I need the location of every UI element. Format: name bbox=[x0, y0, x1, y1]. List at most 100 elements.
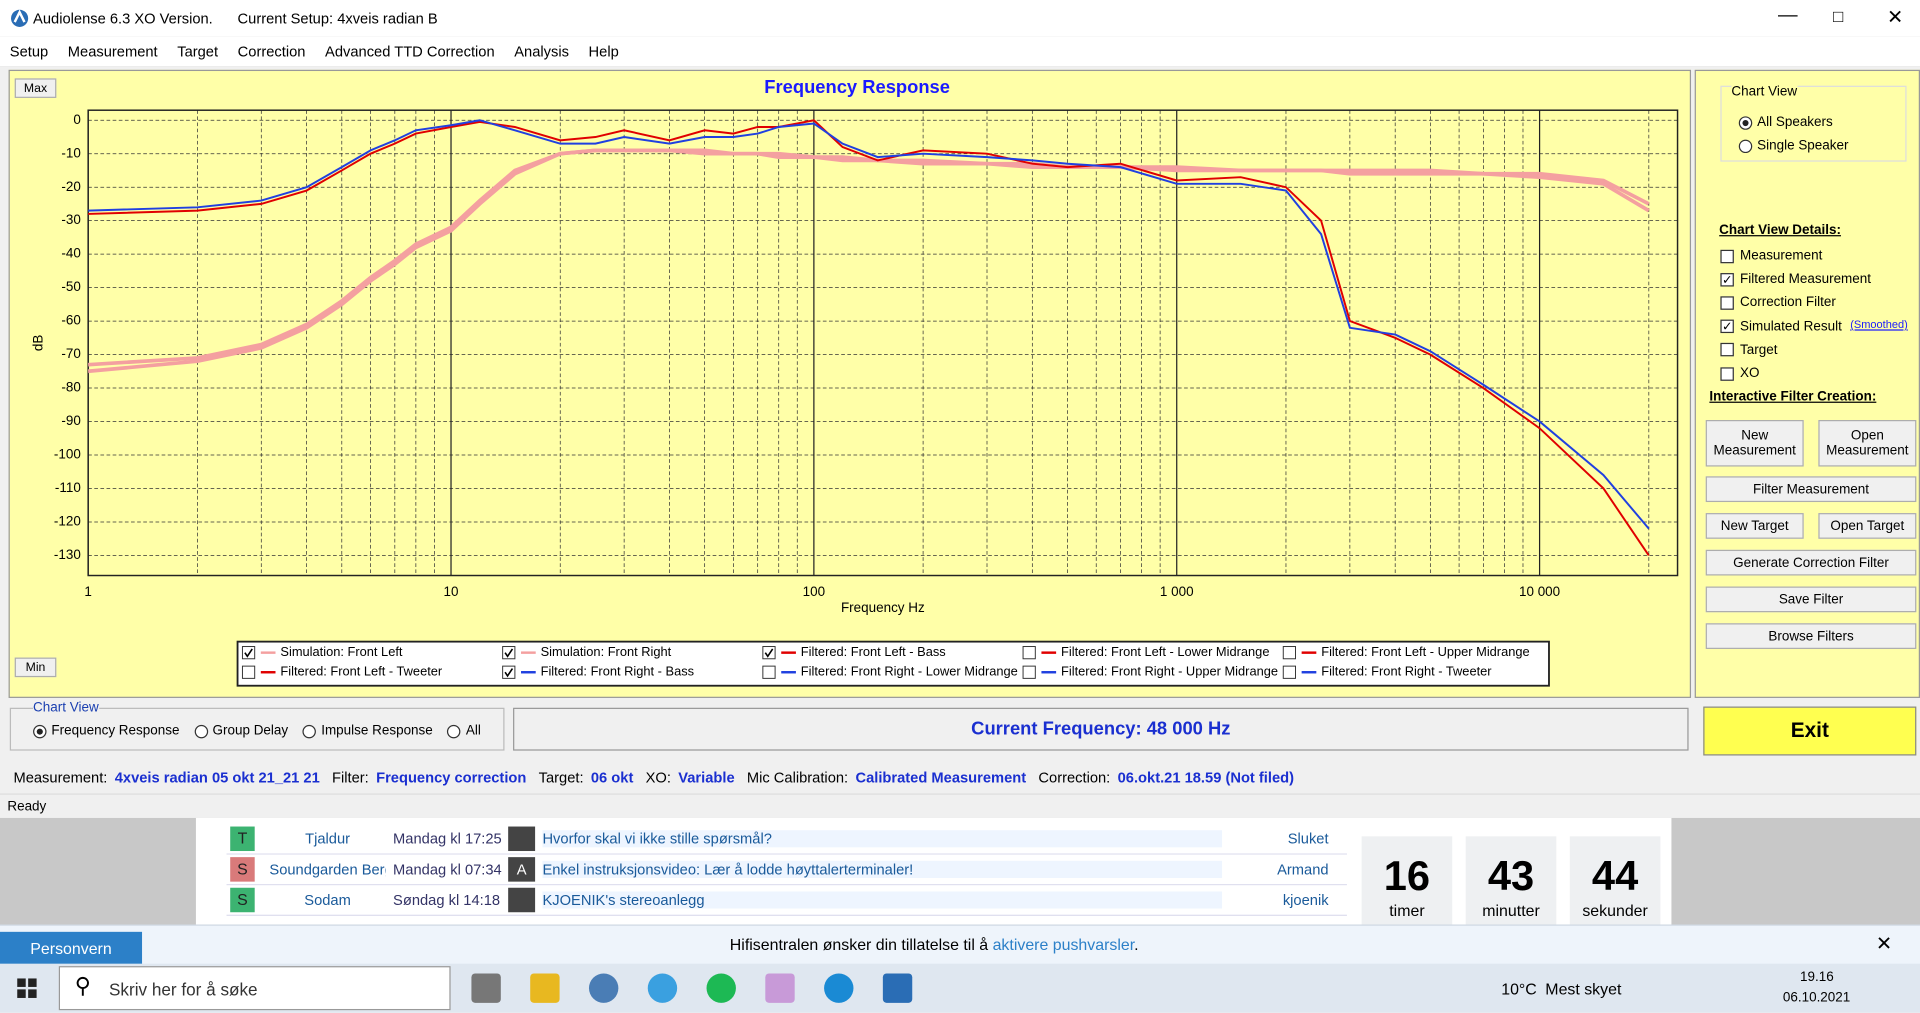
min-button[interactable]: Min bbox=[14, 657, 57, 678]
radio-label: Group Delay bbox=[212, 723, 289, 739]
side-button[interactable]: Browse Filters bbox=[1705, 623, 1917, 649]
window-title: Audiolense 6.3 XO Version. bbox=[33, 9, 213, 27]
radio-option[interactable]: All bbox=[447, 723, 481, 739]
y-tick-label: -130 bbox=[54, 547, 81, 562]
exit-button[interactable]: Exit bbox=[1703, 706, 1917, 756]
topic[interactable]: Hvorfor skal vi ikke stille spørsmål? bbox=[542, 830, 1223, 848]
avatar-letter: S bbox=[230, 887, 255, 913]
y-tick-label: -50 bbox=[61, 279, 80, 294]
countdown-unit: minutter bbox=[1482, 901, 1540, 920]
x-tick-label: 1 000 bbox=[1160, 584, 1194, 599]
topic-icon bbox=[508, 826, 536, 852]
check-group: Measurement ✓ Filtered Measurement Correcti… bbox=[1720, 245, 1871, 386]
radio-label: All bbox=[465, 723, 481, 739]
side-button[interactable]: Generate Correction Filter bbox=[1705, 549, 1917, 576]
privacy-button[interactable]: Personvern bbox=[0, 931, 143, 965]
check-label: Measurement bbox=[1740, 248, 1823, 264]
legend-label: Simulation: Front Right bbox=[541, 644, 672, 659]
forum-row: S Sodam Søndag kl 14:18 KJOENIK's stereoanl… bbox=[226, 885, 1347, 916]
check-option[interactable]: ✓ Filtered Measurement bbox=[1720, 268, 1871, 292]
legend-checkmark bbox=[244, 648, 253, 658]
legend-label: Filtered: Front Left - Bass bbox=[801, 644, 946, 659]
topic[interactable]: KJOENIK's stereoanlegg bbox=[542, 891, 1223, 909]
check-option[interactable]: Correction Filter bbox=[1720, 292, 1871, 316]
task-icon[interactable] bbox=[765, 973, 795, 1003]
menu-item[interactable]: Correction bbox=[237, 42, 306, 61]
chart-view-box: Chart View Frequency Response Group Delay… bbox=[9, 700, 505, 751]
radio-option[interactable]: Frequency Response bbox=[33, 724, 179, 739]
side-button[interactable]: Open Target bbox=[1818, 513, 1917, 539]
menu-item[interactable]: Measurement bbox=[67, 42, 158, 61]
menu-bar: Setup Measurement Target Correction Advanced… bbox=[0, 36, 1920, 67]
menu-item[interactable]: Analysis bbox=[514, 42, 569, 61]
minimize[interactable]: — bbox=[1777, 4, 1798, 26]
task-icon[interactable] bbox=[824, 973, 854, 1003]
y-tick-label: -100 bbox=[54, 447, 81, 462]
legend-checkbox bbox=[241, 665, 256, 679]
menu-item[interactable]: Help bbox=[588, 42, 619, 61]
details-title: Chart View Details: bbox=[1719, 222, 1841, 238]
side-button[interactable]: New Target bbox=[1705, 513, 1804, 539]
series-line bbox=[88, 119, 1650, 530]
info-label: Filter: bbox=[332, 768, 369, 787]
user[interactable]: Sodam bbox=[304, 891, 351, 909]
task-icon[interactable] bbox=[588, 973, 619, 1003]
legend-checkbox bbox=[1282, 665, 1297, 679]
link[interactable]: aktivere pushvarsler bbox=[992, 935, 1135, 954]
radio-option[interactable]: Impulse Response bbox=[302, 723, 433, 739]
radio-option[interactable]: Single Speaker bbox=[1738, 135, 1849, 158]
check-option[interactable]: Target bbox=[1720, 339, 1871, 363]
user[interactable]: Tjaldur bbox=[305, 830, 351, 848]
close-notification[interactable]: ✕ bbox=[1875, 934, 1893, 956]
radio-option[interactable]: Group Delay bbox=[194, 724, 288, 739]
last-poster[interactable]: kjoenik bbox=[1282, 891, 1329, 909]
check-option[interactable]: ✓ Simulated Result bbox=[1720, 315, 1871, 339]
task-icon[interactable] bbox=[471, 973, 501, 1003]
legend-label: Filtered: Front Right - Bass bbox=[541, 664, 694, 679]
forum-row: T Tjaldur Mandag kl 17:25 Hvorfor skal vi i… bbox=[226, 824, 1347, 855]
search-box[interactable]: Skriv her for å søke ⚲ bbox=[58, 966, 451, 1011]
legend-checkbox bbox=[502, 665, 516, 679]
x-tick-label: 100 bbox=[803, 584, 825, 599]
topic-icon: A bbox=[508, 857, 536, 882]
maximize[interactable]: □ bbox=[1833, 6, 1844, 26]
check-option[interactable]: Measurement bbox=[1720, 245, 1871, 269]
topic[interactable]: Enkel instruksjonsvideo: Lær å lodde høy… bbox=[542, 860, 1223, 878]
task-icon[interactable] bbox=[882, 973, 913, 1003]
start-button[interactable] bbox=[17, 978, 37, 998]
text: Hifisentralen ønsker din tillatelse til … bbox=[729, 935, 989, 954]
side-button[interactable]: Save Filter bbox=[1705, 586, 1917, 613]
last-poster[interactable]: Sluket bbox=[1287, 830, 1329, 848]
menu-item[interactable]: Target bbox=[177, 42, 219, 61]
checkbox bbox=[1720, 343, 1734, 357]
max-button[interactable]: Max bbox=[14, 78, 57, 98]
series-line bbox=[88, 119, 1650, 556]
last-poster[interactable]: Armand bbox=[1277, 860, 1329, 878]
menu-item[interactable]: Advanced TTD Correction bbox=[325, 42, 495, 61]
series-line bbox=[87, 148, 1650, 374]
info-value: Frequency correction bbox=[376, 768, 527, 787]
side-button[interactable]: Filter Measurement bbox=[1705, 476, 1917, 503]
radio bbox=[33, 724, 47, 738]
smoothed-link[interactable]: (Smoothed) bbox=[1850, 318, 1908, 331]
user[interactable]: Soundgarden Berg bbox=[269, 860, 386, 878]
legend-checkbox bbox=[1022, 646, 1036, 660]
clock-date: 06.10.2021 bbox=[1782, 990, 1851, 1006]
task-icon[interactable] bbox=[706, 973, 736, 1003]
close[interactable]: ✕ bbox=[1886, 7, 1904, 29]
menu-item[interactable]: Setup bbox=[9, 42, 49, 61]
side-button[interactable]: New Measurement bbox=[1705, 420, 1804, 467]
countdown-box: 43 minutter bbox=[1465, 836, 1557, 925]
radio-label: Impulse Response bbox=[321, 723, 433, 739]
radio-option[interactable]: All Speakers bbox=[1738, 111, 1849, 134]
check-label: Simulated Result bbox=[1740, 319, 1842, 334]
side-button[interactable]: Open Measurement bbox=[1818, 420, 1917, 467]
task-icon[interactable] bbox=[530, 973, 560, 1003]
check-option[interactable]: XO bbox=[1720, 362, 1871, 386]
notification-bar: Personvern Hifisentralen ønsker din till… bbox=[0, 924, 1920, 965]
task-icon[interactable] bbox=[647, 973, 678, 1003]
y-tick-label: 0 bbox=[73, 112, 80, 127]
checkbox bbox=[1720, 249, 1734, 263]
